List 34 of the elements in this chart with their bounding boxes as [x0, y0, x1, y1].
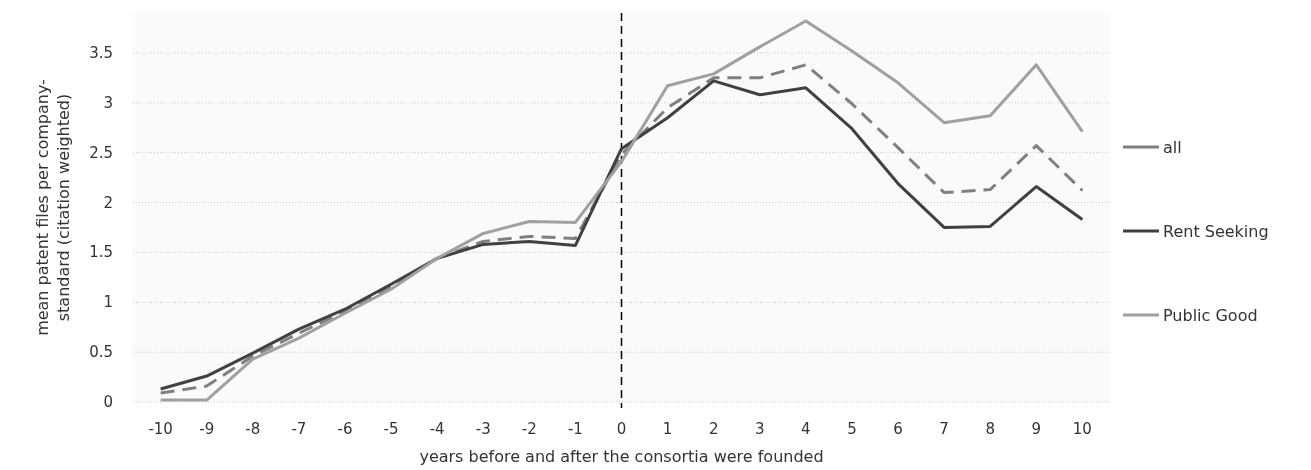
x-tick-label: 2 — [708, 420, 719, 438]
x-tick-label: -6 — [337, 420, 353, 438]
y-tick-label: 2.5 — [89, 143, 113, 162]
y-tick-label: 1 — [103, 293, 113, 312]
y-tick-label: 0 — [103, 393, 113, 411]
x-tick-label: 4 — [801, 420, 811, 438]
x-tick-label: 7 — [939, 420, 949, 438]
y-tick-label: 2 — [103, 193, 113, 212]
x-tick-label: 0 — [616, 420, 627, 438]
x-tick-label: 10 — [1072, 420, 1092, 438]
x-tick-label: 3 — [754, 420, 765, 438]
x-tick-label: -4 — [429, 420, 445, 438]
legend-label: all — [1163, 138, 1182, 157]
x-tick-label: -5 — [383, 420, 399, 438]
legend-label: Rent Seeking — [1163, 222, 1269, 241]
y-axis-title: mean patent files per company- standard (citation weighted) — [33, 79, 73, 336]
x-tick-label: -1 — [567, 420, 583, 438]
x-tick-label: -7 — [291, 420, 307, 438]
x-tick-label: -8 — [245, 420, 261, 438]
x-tick-label: 9 — [1031, 420, 1042, 438]
x-tick-label: -10 — [148, 420, 173, 438]
x-tick-label: 8 — [985, 420, 995, 438]
legend-label: Public Good — [1163, 306, 1258, 325]
y-tick-label: 1.5 — [89, 243, 113, 262]
x-tick-label: 6 — [893, 420, 903, 438]
x-tick-label: 1 — [662, 420, 673, 438]
y-tick-label: 0.5 — [89, 343, 113, 362]
x-tick-label: -3 — [475, 420, 491, 438]
y-tick-label: 3.5 — [89, 43, 113, 62]
x-tick-label: -9 — [199, 420, 215, 438]
x-axis-title: years before and after the consortia were founded — [419, 447, 824, 466]
y-tick-label: 3 — [103, 93, 113, 112]
x-tick-label: -2 — [521, 420, 537, 438]
x-tick-label: 5 — [847, 420, 857, 438]
